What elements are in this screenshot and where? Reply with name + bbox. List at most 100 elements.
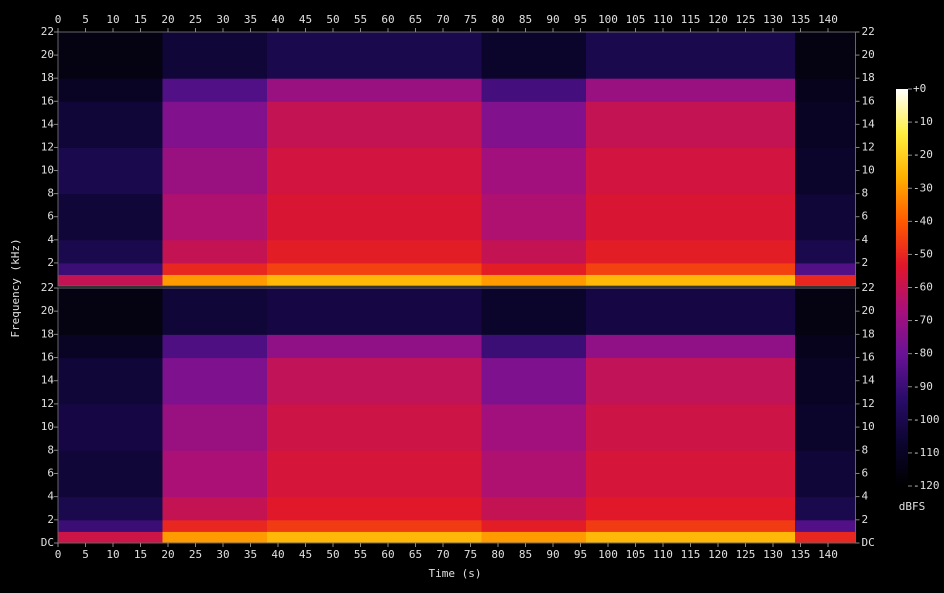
spectrum-cell: [795, 357, 856, 405]
spectrum-cell: [162, 193, 268, 241]
y-tick-label: 6: [47, 466, 54, 479]
spectrum-cell: [481, 531, 587, 544]
colorbar-tick-label: -60: [913, 281, 933, 294]
x-tick-label: 85: [519, 548, 532, 561]
y-tick-label: 2: [47, 256, 54, 269]
colorbar-tick-label: -50: [913, 247, 933, 260]
spectrum-cell: [162, 101, 268, 148]
x-tick-label: 90: [546, 13, 559, 26]
spectrum-cell: [58, 531, 163, 544]
spectrum-cell: [58, 239, 163, 264]
colorbar-tick-label: -90: [913, 380, 933, 393]
spectrum-cell: [162, 274, 268, 287]
spectrum-cell: [267, 101, 482, 148]
x-axis-label: Time (s): [429, 567, 482, 580]
x-tick-label: 55: [354, 13, 367, 26]
x-tick-label: 125: [736, 13, 756, 26]
spectrum-cell: [267, 239, 482, 264]
spectrum-cell: [481, 519, 587, 532]
spectrum-cell: [58, 193, 163, 241]
y-tick-label: 14: [41, 117, 55, 130]
colorbar-tick-label: -70: [913, 314, 933, 327]
x-tick-label: 125: [736, 548, 756, 561]
spectrum-cell: [58, 274, 163, 287]
spectrum-cell: [162, 32, 268, 79]
spectrum-cell: [586, 147, 796, 195]
y-tick-label: 12: [862, 397, 875, 410]
x-tick-label: 100: [598, 13, 618, 26]
spectrum-cell: [267, 496, 482, 521]
spectrum-cell: [162, 519, 268, 532]
colorbar: [896, 89, 908, 486]
y-tick-label: 8: [862, 443, 869, 456]
colorbar-tick-label: -30: [913, 181, 933, 194]
spectrum-cell: [795, 288, 856, 335]
spectrum-cell: [267, 519, 482, 532]
spectrum-cell: [58, 32, 163, 79]
y-tick-label: 22: [862, 281, 875, 294]
y-tick-label: 16: [41, 351, 54, 364]
spectrum-cell: [586, 519, 796, 532]
y-tick-label: 4: [862, 233, 869, 246]
y-tick-label: 2: [862, 513, 869, 526]
y-tick-label: 14: [862, 374, 876, 387]
spectrum-cell: [58, 147, 163, 195]
spectrum-cell: [795, 193, 856, 241]
y-tick-label: 2: [47, 513, 54, 526]
spectrum-cell: [795, 239, 856, 264]
spectrum-cell: [162, 288, 268, 335]
spectrum-cell: [586, 78, 796, 102]
y-tick-label: 18: [862, 327, 875, 340]
y-tick-label: 12: [41, 397, 54, 410]
x-tick-label: 75: [464, 548, 477, 561]
y-tick-label: 20: [41, 48, 54, 61]
x-tick-label: 50: [326, 13, 339, 26]
spectrum-cell: [162, 496, 268, 521]
x-tick-label: 135: [791, 548, 811, 561]
y-tick-label: 6: [47, 210, 54, 223]
y-tick-label: 20: [41, 304, 54, 317]
spectrum-cell: [58, 403, 163, 451]
x-tick-label: 130: [763, 548, 783, 561]
y-tick-label: DC: [862, 536, 875, 549]
colorbar-tick-label: -40: [913, 214, 933, 227]
spectrum-cell: [481, 450, 587, 498]
spectrum-cell: [481, 78, 587, 102]
spectrum-cell: [267, 262, 482, 275]
spectrum-cell: [162, 334, 268, 359]
y-tick-label: 16: [862, 94, 875, 107]
y-tick-label: 16: [41, 94, 54, 107]
spectrum-cell: [267, 403, 482, 451]
spectrum-cell: [58, 496, 163, 521]
x-tick-label: 140: [818, 13, 838, 26]
spectrum-cell: [58, 288, 163, 335]
colorbar-tick-label: -20: [913, 148, 933, 161]
spectrum-cell: [481, 288, 587, 335]
x-tick-label: 110: [653, 548, 673, 561]
spectrum-cell: [795, 496, 856, 521]
x-tick-label: 25: [189, 13, 202, 26]
y-tick-label: 14: [862, 117, 876, 130]
spectrum-cell: [267, 32, 482, 79]
spectrum-cell: [795, 101, 856, 148]
x-tick-label: 40: [271, 548, 284, 561]
spectrum-cell: [795, 403, 856, 451]
spectrum-cell: [795, 334, 856, 359]
x-tick-label: 90: [546, 548, 559, 561]
spectrum-cell: [267, 357, 482, 405]
x-tick-label: 85: [519, 13, 532, 26]
spectrum-cell: [267, 274, 482, 287]
y-tick-label: 6: [862, 466, 869, 479]
x-tick-label: 65: [409, 548, 422, 561]
x-tick-label: 115: [681, 548, 701, 561]
spectrum-cell: [162, 147, 268, 195]
x-tick-label: 25: [189, 548, 202, 561]
x-tick-label: 10: [106, 548, 119, 561]
y-tick-label: 22: [862, 25, 875, 38]
spectrum-cell: [586, 193, 796, 241]
spectrum-cell: [586, 531, 796, 544]
spectrum-cell: [162, 262, 268, 275]
y-tick-label: 8: [47, 443, 54, 456]
x-tick-label: 55: [354, 548, 367, 561]
x-tick-label: 10: [106, 13, 119, 26]
